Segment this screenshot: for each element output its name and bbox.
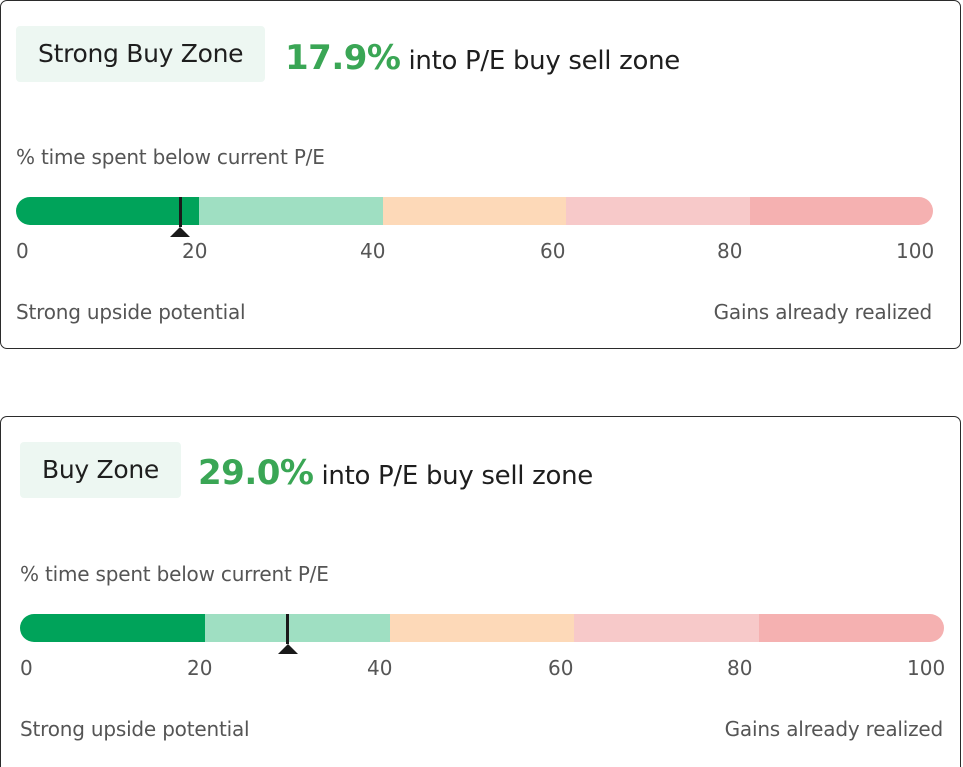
tick-label-80: 80 <box>727 656 753 680</box>
tick-label-40: 40 <box>360 239 386 263</box>
zone-badge: Strong Buy Zone <box>16 26 266 82</box>
current-pe-marker-triangle-icon <box>170 227 191 237</box>
zone-badge: Buy Zone <box>20 442 181 498</box>
right-caption: Gains already realized <box>724 717 944 741</box>
right-caption: Gains already realized <box>713 300 933 324</box>
zone-headline-text: into P/E buy sell zone <box>321 461 593 491</box>
pe-zone-card-buy: Buy Zone 29.0% into P/E buy sell zone % t… <box>0 416 961 767</box>
zone-bar-segment-sell <box>574 614 760 642</box>
tick-label-80: 80 <box>717 239 743 263</box>
zone-bar-segment-buy <box>199 197 383 225</box>
tick-label-60: 60 <box>540 239 566 263</box>
bar-subtitle: % time spent below current P/E <box>20 562 329 586</box>
zone-bar-segment-sell <box>566 197 750 225</box>
current-pe-marker <box>286 614 290 644</box>
zone-bar-segment-buy <box>204 614 390 642</box>
left-caption: Strong upside potential <box>20 717 250 741</box>
zone-bar-segment-neutral <box>389 614 575 642</box>
zone-bar-segment-strong-buy <box>16 197 200 225</box>
tick-label-20: 20 <box>182 239 208 263</box>
zone-headline-text: into P/E buy sell zone <box>408 46 680 76</box>
zone-percent: 17.9% <box>285 38 401 78</box>
zone-bar-segment-strong-buy <box>20 614 205 642</box>
current-pe-marker-triangle-icon <box>277 644 298 654</box>
tick-label-40: 40 <box>367 656 393 680</box>
bar-subtitle: % time spent below current P/E <box>16 145 325 169</box>
zone-bar <box>16 197 933 225</box>
zone-bar-segment-neutral <box>382 197 567 225</box>
left-caption: Strong upside potential <box>16 300 246 324</box>
zone-bar-segment-strong-sell <box>759 614 944 642</box>
pe-zone-card-strong-buy: Strong Buy Zone 17.9% into P/E buy sell z… <box>0 0 961 349</box>
zone-bar <box>20 614 944 642</box>
tick-label-0: 0 <box>20 656 33 680</box>
current-pe-marker <box>178 197 182 227</box>
zone-percent: 29.0% <box>198 453 314 493</box>
zone-headline: 17.9% into P/E buy sell zone <box>285 38 680 84</box>
zone-bar-segment-strong-sell <box>749 197 933 225</box>
zone-headline: 29.0% into P/E buy sell zone <box>198 453 593 499</box>
tick-label-20: 20 <box>187 656 213 680</box>
tick-label-0: 0 <box>16 239 29 263</box>
tick-label-100: 100 <box>896 239 935 263</box>
tick-label-60: 60 <box>548 656 574 680</box>
tick-label-100: 100 <box>907 656 946 680</box>
